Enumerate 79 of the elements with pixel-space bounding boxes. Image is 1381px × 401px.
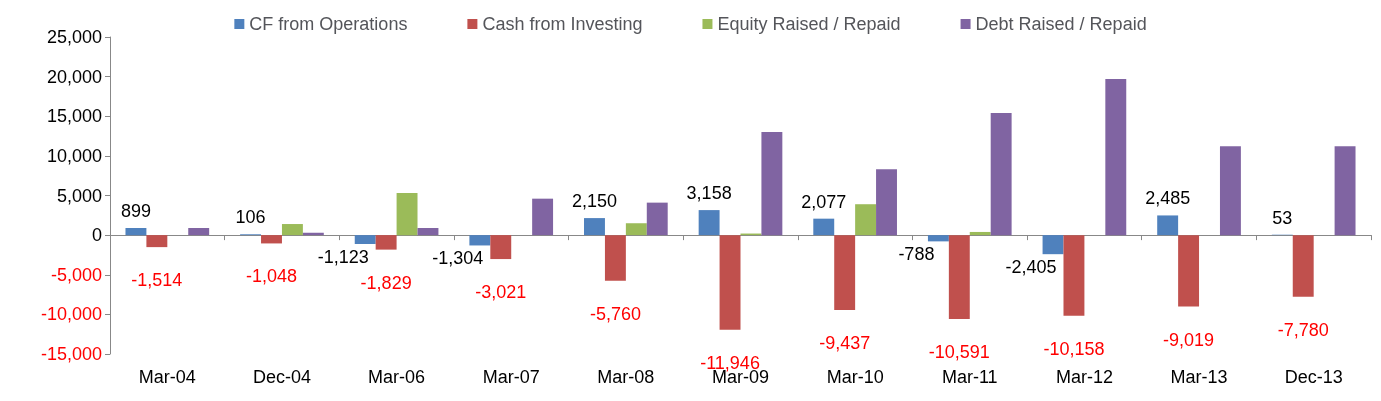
y-tick-label: 10,000 [46,145,102,166]
bar [698,210,720,236]
bar [146,235,168,248]
data-label: -7,780 [1277,319,1329,340]
bar [1219,146,1241,236]
y-tick-label: 20,000 [46,66,102,87]
data-label: -10,158 [1043,338,1105,359]
legend-label: Debt Raised / Repaid [975,14,1147,34]
x-tick-label: Dec-04 [252,367,311,387]
bar [604,235,626,281]
data-label: -5,760 [589,303,641,324]
data-label: 3,158 [686,183,732,204]
bar [417,227,439,236]
x-tick-label: Mar-12 [1055,367,1113,387]
bar [927,235,949,242]
bar [469,235,491,246]
bar [834,235,856,310]
data-label: -9,437 [819,332,871,353]
data-label: -2,405 [1005,257,1057,278]
x-tick-label: Mar-10 [826,367,884,387]
y-tick-label: 25,000 [46,27,102,47]
bar [876,169,897,236]
data-label: -1,048 [245,266,298,287]
x-tick-label: Dec-13 [1284,367,1343,387]
bar [1292,235,1314,297]
bar [969,231,991,236]
bar [625,223,647,236]
x-tick-label: Mar-04 [138,367,196,387]
bar [719,235,741,330]
data-label: -1,304 [432,248,484,269]
bar [584,218,605,236]
y-tick-label: -5,000 [50,264,102,285]
y-tick-label: 0 [91,225,102,246]
bar [813,218,835,236]
y-tick-label: 5,000 [56,185,102,206]
bar [125,228,147,236]
bar [188,227,210,236]
bar [990,113,1012,236]
legend-label: CF from Operations [249,14,408,34]
y-tick-label: -10,000 [40,304,102,325]
data-label: -1,829 [360,272,412,293]
bar [1063,235,1085,316]
data-label: -1,514 [131,270,183,291]
data-label: 899 [120,201,151,221]
data-label: -1,123 [317,247,369,268]
data-label: -3,021 [475,282,527,303]
bar [1157,215,1179,236]
bar [261,235,282,244]
bar [354,235,376,245]
bar [1042,235,1064,255]
x-tick-label: Mar-08 [597,367,655,387]
bar [490,235,512,260]
bar [1178,235,1200,307]
bar [761,132,783,236]
bar [1334,146,1356,236]
bar [375,235,397,250]
data-label: -788 [898,244,935,265]
data-label: 2,077 [801,191,847,212]
x-tick-label: Mar-06 [368,367,426,387]
x-tick-label: Mar-07 [482,367,540,387]
data-label: -9,019 [1163,329,1215,350]
bar [281,224,303,236]
legend-label: Cash from Investing [482,14,643,34]
data-label: 2,485 [1145,188,1191,209]
x-tick-label: Mar-11 [941,367,998,387]
bar [948,235,970,320]
bar [1105,79,1127,236]
y-tick-label: 15,000 [46,106,102,127]
data-label: 106 [235,207,266,228]
bar [855,204,877,236]
bar [396,193,418,236]
data-label: 2,150 [571,191,618,212]
bar [646,202,668,236]
data-label: -10,591 [928,342,990,363]
bar [532,198,554,236]
y-tick-label: -15,000 [40,344,102,364]
x-tick-label: Mar-13 [1170,367,1228,387]
legend-label: Equity Raised / Repaid [717,14,901,34]
data-label: 53 [1272,207,1293,228]
